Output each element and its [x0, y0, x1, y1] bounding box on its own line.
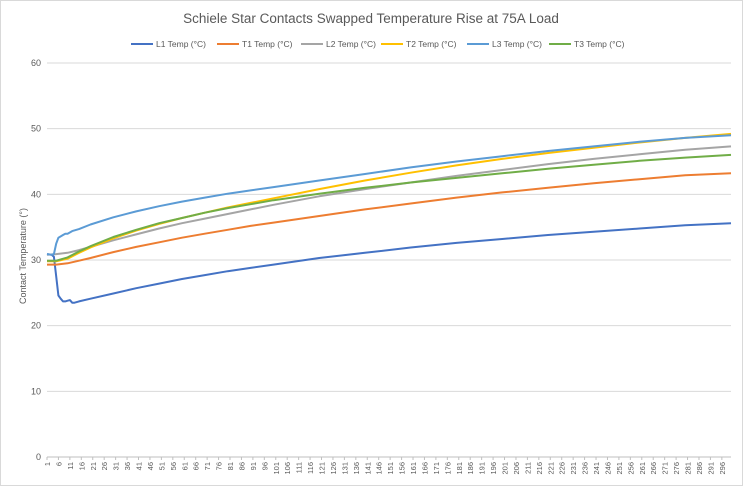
- x-tick-label: 1: [43, 462, 52, 466]
- x-tick-label: 261: [638, 462, 647, 475]
- x-tick-label: 31: [112, 462, 121, 470]
- x-tick-label: 11: [66, 462, 75, 470]
- chart-title: Schiele Star Contacts Swapped Temperatur…: [183, 11, 559, 26]
- x-tick-label: 151: [386, 462, 395, 475]
- y-tick-label: 20: [31, 321, 41, 331]
- x-tick-label: 191: [478, 462, 487, 475]
- y-axis-label: Contact Temperature (°): [18, 208, 28, 304]
- legend: L1 Temp (°C) T1 Temp (°C) L2 Temp (°C) T2 T…: [131, 39, 625, 49]
- series-lines: [46, 132, 732, 304]
- legend-label: T2 Temp (°C): [406, 39, 457, 49]
- x-tick-label: 96: [260, 462, 269, 470]
- x-tick-label: 171: [432, 462, 441, 475]
- x-tick-label: 36: [123, 462, 132, 470]
- x-tick-label: 276: [672, 462, 681, 475]
- x-tick-label: 81: [226, 462, 235, 470]
- x-tick-label: 21: [89, 462, 98, 470]
- x-tick-label: 131: [340, 462, 349, 475]
- legend-label: L2 Temp (°C): [326, 39, 376, 49]
- x-tick-label: 41: [135, 462, 144, 470]
- x-tick-label: 16: [77, 462, 86, 470]
- x-tick-label: 176: [443, 462, 452, 475]
- x-tick-label: 181: [455, 462, 464, 475]
- gridlines: [47, 62, 731, 392]
- x-tick-label: 121: [318, 462, 327, 475]
- x-tick-label: 76: [215, 462, 224, 470]
- x-tick-label: 116: [306, 462, 315, 474]
- y-tick-label: 0: [36, 452, 41, 462]
- x-tick-label: 136: [352, 462, 361, 475]
- x-tick-label: 56: [169, 462, 178, 470]
- y-axis-ticks: 0 10 20 30 40 50 60: [31, 58, 41, 462]
- x-tick-label: 231: [569, 462, 578, 475]
- x-tick-label: 291: [706, 462, 715, 475]
- series-line-4: [47, 132, 732, 263]
- x-axis-ticks: 1 6 11 16 21 26 31 36 41 46 51 56 61 66 71 76 81 86 91 96 10…: [43, 457, 727, 475]
- x-tick-label: 126: [329, 462, 338, 475]
- x-tick-label: 46: [146, 462, 155, 470]
- x-tick-label: 201: [501, 462, 510, 475]
- x-tick-label: 166: [420, 462, 429, 475]
- series-line-2: [47, 172, 732, 266]
- series-line-1: [46, 222, 732, 304]
- x-tick-label: 236: [581, 462, 590, 475]
- series-line-5: [46, 134, 732, 256]
- x-tick-label: 26: [100, 462, 109, 470]
- x-tick-label: 156: [398, 462, 407, 475]
- x-tick-label: 146: [375, 462, 384, 475]
- x-tick-label: 66: [192, 462, 201, 470]
- x-tick-label: 226: [558, 462, 567, 475]
- y-tick-label: 30: [31, 255, 41, 265]
- x-tick-label: 216: [535, 462, 544, 475]
- legend-label: T3 Temp (°C): [574, 39, 625, 49]
- x-tick-label: 161: [409, 462, 418, 475]
- x-tick-label: 196: [489, 462, 498, 475]
- x-tick-label: 206: [512, 462, 521, 475]
- x-tick-label: 241: [592, 462, 601, 475]
- x-tick-label: 111: [295, 462, 304, 473]
- y-tick-label: 10: [31, 386, 41, 396]
- x-tick-label: 266: [649, 462, 658, 475]
- x-tick-label: 286: [695, 462, 704, 475]
- x-tick-label: 271: [661, 462, 670, 475]
- legend-label: T1 Temp (°C): [242, 39, 293, 49]
- x-tick-label: 101: [272, 462, 281, 475]
- x-tick-label: 186: [466, 462, 475, 475]
- x-tick-label: 91: [249, 462, 258, 470]
- x-tick-label: 251: [615, 462, 624, 475]
- x-tick-label: 256: [626, 462, 635, 475]
- x-tick-label: 51: [157, 462, 166, 470]
- x-tick-label: 281: [684, 462, 693, 475]
- x-tick-label: 71: [203, 462, 212, 470]
- x-tick-label: 6: [54, 462, 63, 466]
- y-tick-label: 50: [31, 124, 41, 134]
- x-tick-label: 106: [283, 462, 292, 475]
- x-tick-label: 61: [180, 462, 189, 470]
- x-tick-label: 86: [237, 462, 246, 470]
- series-line-6: [47, 153, 732, 262]
- y-tick-label: 40: [31, 189, 41, 199]
- x-tick-label: 141: [363, 462, 372, 475]
- legend-label: L3 Temp (°C): [492, 39, 542, 49]
- x-tick-label: 296: [718, 462, 727, 475]
- x-tick-label: 221: [546, 462, 555, 475]
- x-tick-label: 246: [603, 462, 612, 475]
- legend-label: L1 Temp (°C): [156, 39, 206, 49]
- y-tick-label: 60: [31, 58, 41, 68]
- x-tick-label: 211: [523, 462, 532, 474]
